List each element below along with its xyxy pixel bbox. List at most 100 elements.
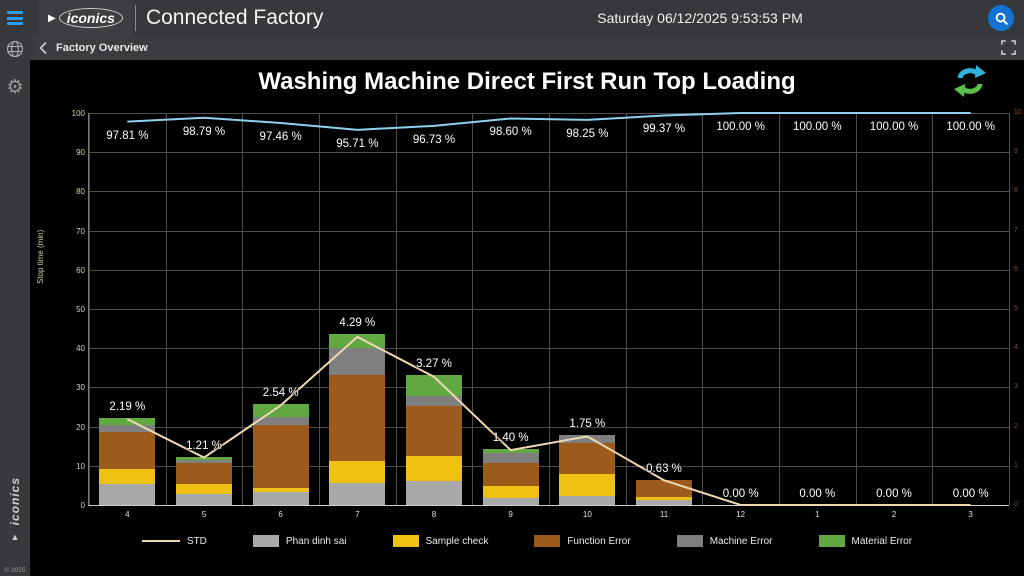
bar-segment-sample-check[interactable]: [559, 474, 616, 496]
y2-axis-tick-label: 0: [1014, 501, 1018, 508]
breadcrumb[interactable]: Factory Overview: [56, 42, 148, 54]
chart-legend: STD Phan dinh sai Sample check Function Err…: [30, 535, 1024, 547]
globe-icon[interactable]: [0, 40, 30, 63]
refresh-button[interactable]: [952, 62, 988, 105]
bar-segment-machine-error[interactable]: [406, 396, 462, 406]
bar-segment-sample-check[interactable]: [636, 497, 692, 500]
legend-label: Function Error: [567, 535, 631, 547]
plot-area: 0 10 20 30 40 50 60 70 80 90 100 0 1 2 3 4 5 6 7 8 9 10 4 5 6 7 8 9…: [72, 109, 1022, 519]
bar-segment-phan-dinh-sai[interactable]: [99, 483, 156, 505]
gridline-vertical: [1009, 113, 1010, 505]
x-axis-tick-label: 7: [355, 510, 360, 519]
std-percent-label: 3.27 %: [416, 357, 452, 370]
y-axis-tick-label: 30: [76, 383, 85, 393]
run-percent-label: 98.60 %: [489, 126, 532, 139]
legend-swatch: [141, 539, 180, 543]
std-percent-label: 0.00 %: [799, 488, 836, 500]
bar-segment-machine-error[interactable]: [176, 459, 232, 464]
std-percent-label: 1.21 %: [186, 440, 222, 453]
bar-segment-material-error[interactable]: [99, 418, 156, 426]
bar-segment-function-error[interactable]: [406, 405, 462, 456]
bar-segment-phan-dinh-sai[interactable]: [176, 494, 232, 505]
bar-segment-sample-check[interactable]: [406, 456, 462, 482]
bar-segment-machine-error[interactable]: [252, 417, 309, 426]
line-overlay: [126, 112, 971, 506]
y-axis-tick-label: 20: [76, 422, 85, 432]
run-percent-label: 98.79 %: [182, 125, 226, 138]
gridline-vertical: [319, 113, 320, 505]
fullscreen-icon: [1001, 40, 1016, 55]
bar-segment-sample-check[interactable]: [176, 483, 232, 495]
top-header-bar: ▶ iconics Connected Factory Saturday 06/…: [30, 0, 1024, 36]
menu-icon[interactable]: [7, 11, 23, 25]
y2-axis-tick-label: 8: [1014, 187, 1018, 195]
bar-segment-function-error[interactable]: [329, 374, 386, 462]
bar-segment-function-error[interactable]: [99, 432, 156, 469]
gridline-vertical: [779, 113, 780, 505]
sidebar-brand-logo: iconics ▲: [0, 477, 30, 542]
y-axis-tick-label: 60: [76, 265, 85, 275]
legend-item-function-error[interactable]: Function Error: [534, 535, 631, 547]
bar-segment-sample-check[interactable]: [99, 468, 156, 484]
y-axis-tick-label: 50: [76, 305, 85, 314]
bar-segment-machine-error[interactable]: [99, 425, 156, 433]
std-percent-label: 1.75 %: [569, 417, 606, 430]
bar-segment-function-error[interactable]: [482, 463, 539, 487]
y-axis-tick-label: 40: [76, 344, 85, 354]
brand-triangle-icon: ▲: [10, 532, 20, 542]
iconics-logo[interactable]: ▶ iconics: [38, 0, 133, 36]
legend-item-sample-check[interactable]: Sample check: [392, 535, 489, 547]
logo-triangle-icon: ▶: [48, 12, 56, 24]
legend-swatch: [534, 535, 561, 547]
chart-title: Washing Machine Direct First Run Top Loa…: [258, 68, 796, 95]
gear-icon[interactable]: ⚙: [6, 76, 24, 98]
y2-axis-tick-label: 9: [1014, 148, 1018, 156]
search-button[interactable]: [988, 5, 1014, 31]
legend-swatch: [676, 535, 703, 547]
x-axis-tick-label: 10: [582, 510, 592, 519]
copyright-text: © 2025: [4, 567, 26, 574]
legend-label: Machine Error: [709, 535, 773, 547]
gridline-vertical: [702, 113, 704, 505]
run-percent-label: 96.73 %: [412, 133, 456, 146]
legend-label: Material Error: [851, 535, 913, 547]
y-axis-tick-label: 70: [76, 226, 85, 236]
legend-item-phan-dinh-sai[interactable]: Phan dinh sai: [252, 535, 347, 547]
y-axis-tick-label: 80: [76, 187, 85, 197]
legend-item-std[interactable]: STD: [141, 536, 207, 547]
run-percent-label: 100.00 %: [869, 121, 919, 133]
y2-axis-tick-label: 7: [1014, 226, 1018, 234]
y-axis-title: Stop time (min): [36, 229, 45, 284]
x-axis-tick-label: 4: [125, 510, 130, 519]
gridline-vertical: [89, 113, 90, 505]
bar-segment-phan-dinh-sai[interactable]: [252, 492, 309, 505]
refresh-icon: [954, 65, 986, 97]
bar-segment-machine-error[interactable]: [559, 434, 616, 444]
bar-segment-phan-dinh-sai[interactable]: [406, 481, 462, 505]
gridline-vertical: [242, 113, 244, 505]
back-button[interactable]: [38, 41, 48, 55]
run-percent-label: 99.37 %: [642, 123, 686, 136]
sidebar-brand-text: iconics: [8, 476, 22, 525]
run-percent-line: [127, 112, 971, 131]
fullscreen-button[interactable]: [1001, 40, 1016, 60]
run-percent-label: 97.81 %: [106, 129, 149, 142]
y2-axis-tick-label: 6: [1014, 265, 1018, 273]
bar-segment-phan-dinh-sai[interactable]: [636, 499, 692, 505]
std-percent-label: 0.00 %: [876, 488, 912, 500]
bar-segment-function-error[interactable]: [252, 425, 309, 489]
gridline-vertical: [932, 113, 934, 505]
legend-item-material-error[interactable]: Material Error: [818, 535, 913, 547]
x-axis-tick-label: 5: [201, 510, 207, 519]
bar-segment-machine-error[interactable]: [482, 452, 539, 464]
legend-label: Sample check: [425, 535, 489, 547]
bar-segment-phan-dinh-sai[interactable]: [329, 483, 386, 505]
legend-item-machine-error[interactable]: Machine Error: [676, 535, 773, 547]
bar-segment-phan-dinh-sai[interactable]: [559, 495, 616, 505]
gridline-vertical: [472, 113, 474, 505]
bar-segment-sample-check[interactable]: [482, 486, 539, 498]
bar-segment-sample-check[interactable]: [252, 488, 309, 493]
bar-segment-phan-dinh-sai[interactable]: [482, 497, 539, 505]
bar-segment-sample-check[interactable]: [329, 461, 386, 484]
bar-segment-function-error[interactable]: [176, 463, 232, 484]
